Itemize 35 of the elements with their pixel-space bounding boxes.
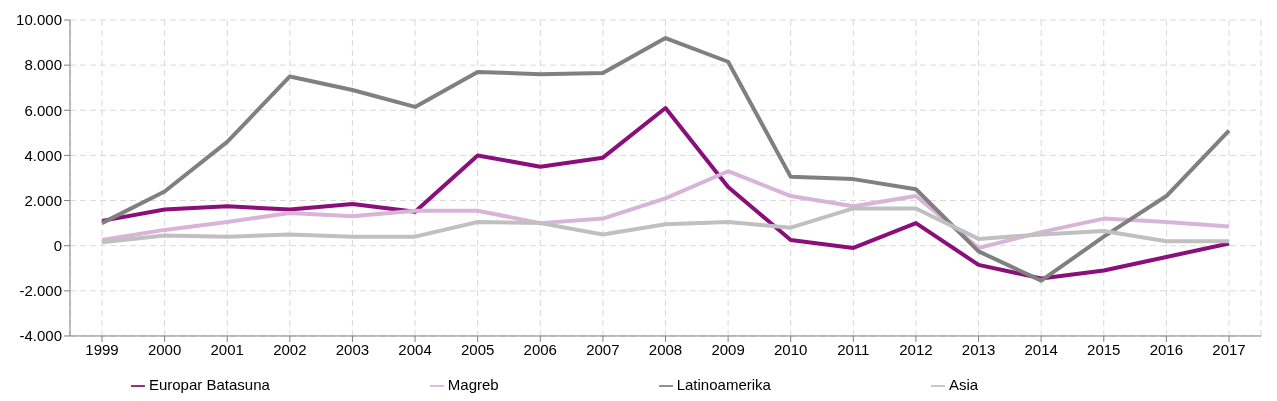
x-tick-label: 2007 bbox=[586, 340, 620, 358]
x-tick-label: 1999 bbox=[85, 340, 119, 358]
y-tick-label: 10.000 bbox=[16, 11, 62, 29]
x-tick-label: 2012 bbox=[899, 340, 933, 358]
x-tick-label: 2009 bbox=[711, 340, 745, 358]
legend-label: Asia bbox=[948, 375, 979, 393]
legend-label: Europar Batasuna bbox=[148, 375, 270, 393]
x-tick-label: 2015 bbox=[1087, 340, 1121, 358]
x-tick-label: 2017 bbox=[1212, 340, 1246, 358]
x-tick-label: 2006 bbox=[523, 340, 557, 358]
y-tick-label: 6.000 bbox=[24, 101, 62, 119]
legend-label: Magreb bbox=[447, 375, 499, 393]
x-tick-label: 2003 bbox=[335, 340, 370, 358]
x-tick-label: 2000 bbox=[147, 340, 182, 358]
legend-label: Latinoamerika bbox=[676, 375, 771, 393]
x-tick-label: 2016 bbox=[1149, 340, 1184, 358]
x-tick-label: 2005 bbox=[460, 340, 495, 358]
y-tick-label: -4.000 bbox=[19, 327, 62, 345]
line-series bbox=[100, 106, 1231, 281]
x-tick-label: 2002 bbox=[273, 340, 307, 358]
x-tick-label: 2011 bbox=[837, 340, 870, 358]
y-tick-label: 2.000 bbox=[24, 191, 62, 209]
y-tick-label: -2.000 bbox=[19, 282, 62, 300]
y-tick-label: 4.000 bbox=[24, 146, 62, 164]
x-tick-label: 2001 bbox=[210, 340, 244, 358]
x-tick-label: 2008 bbox=[648, 340, 683, 358]
x-tick-label: 2004 bbox=[398, 340, 432, 358]
x-tick-label: 2010 bbox=[774, 340, 808, 358]
x-tick-label: 2014 bbox=[1024, 340, 1058, 358]
line-series bbox=[100, 169, 1231, 250]
x-tick-label: 2013 bbox=[961, 340, 996, 358]
y-tick-label: 0 bbox=[53, 237, 62, 255]
line-series bbox=[100, 206, 1231, 245]
line-series bbox=[100, 36, 1231, 283]
y-tick-label: 8.000 bbox=[24, 56, 62, 74]
